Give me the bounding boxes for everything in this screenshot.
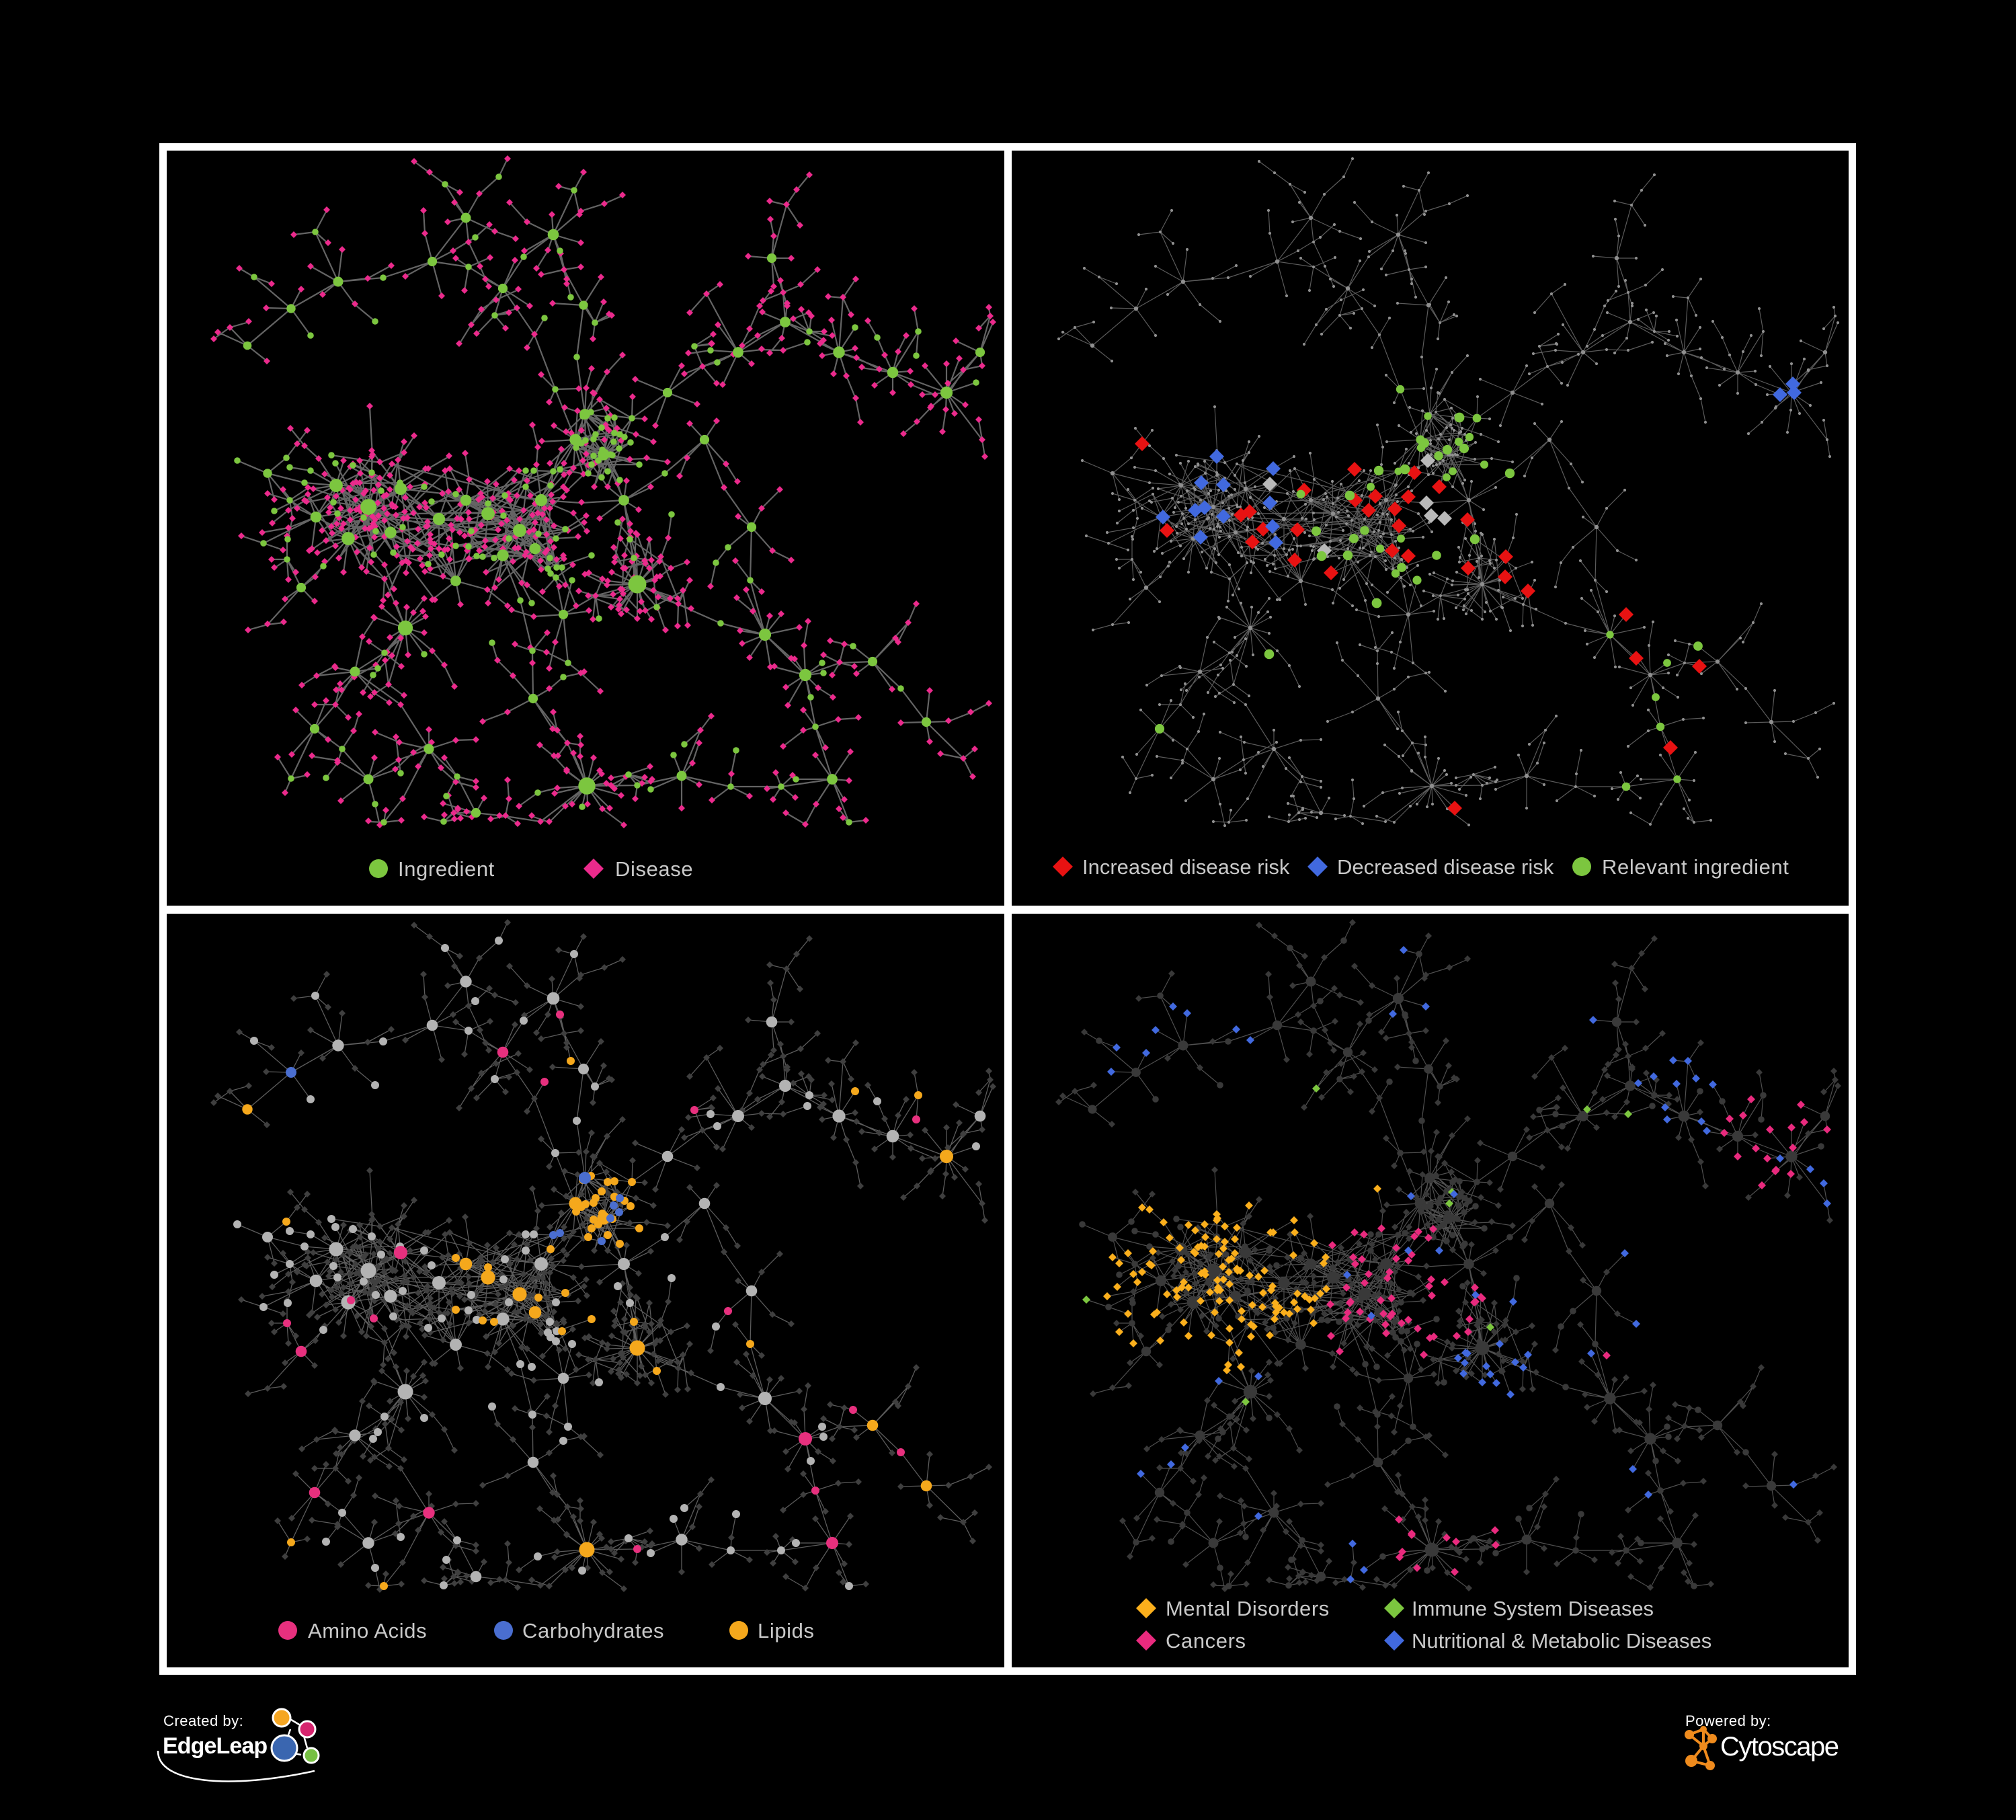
svg-text:EdgeLeap: EdgeLeap [163, 1733, 267, 1759]
svg-text:Relevant ingredient: Relevant ingredient [1602, 855, 1789, 879]
svg-text:Increased disease risk: Increased disease risk [1082, 855, 1290, 879]
svg-text:Mental Disorders: Mental Disorders [1166, 1597, 1330, 1620]
svg-text:Ingredient: Ingredient [398, 857, 495, 881]
svg-text:Immune System Diseases: Immune System Diseases [1412, 1597, 1654, 1620]
svg-text:Amino Acids: Amino Acids [308, 1619, 427, 1643]
svg-text:Decreased disease risk: Decreased disease risk [1337, 855, 1554, 879]
svg-text:Powered by:: Powered by: [1685, 1712, 1771, 1729]
svg-text:Cytoscape: Cytoscape [1720, 1732, 1839, 1762]
svg-text:Carbohydrates: Carbohydrates [522, 1619, 664, 1643]
svg-text:Lipids: Lipids [758, 1619, 815, 1643]
svg-text:Cancers: Cancers [1166, 1629, 1246, 1653]
svg-text:Created by:: Created by: [163, 1712, 243, 1729]
svg-text:Nutritional & Metabolic Diseas: Nutritional & Metabolic Diseases [1412, 1629, 1711, 1653]
svg-text:Disease: Disease [615, 857, 693, 881]
